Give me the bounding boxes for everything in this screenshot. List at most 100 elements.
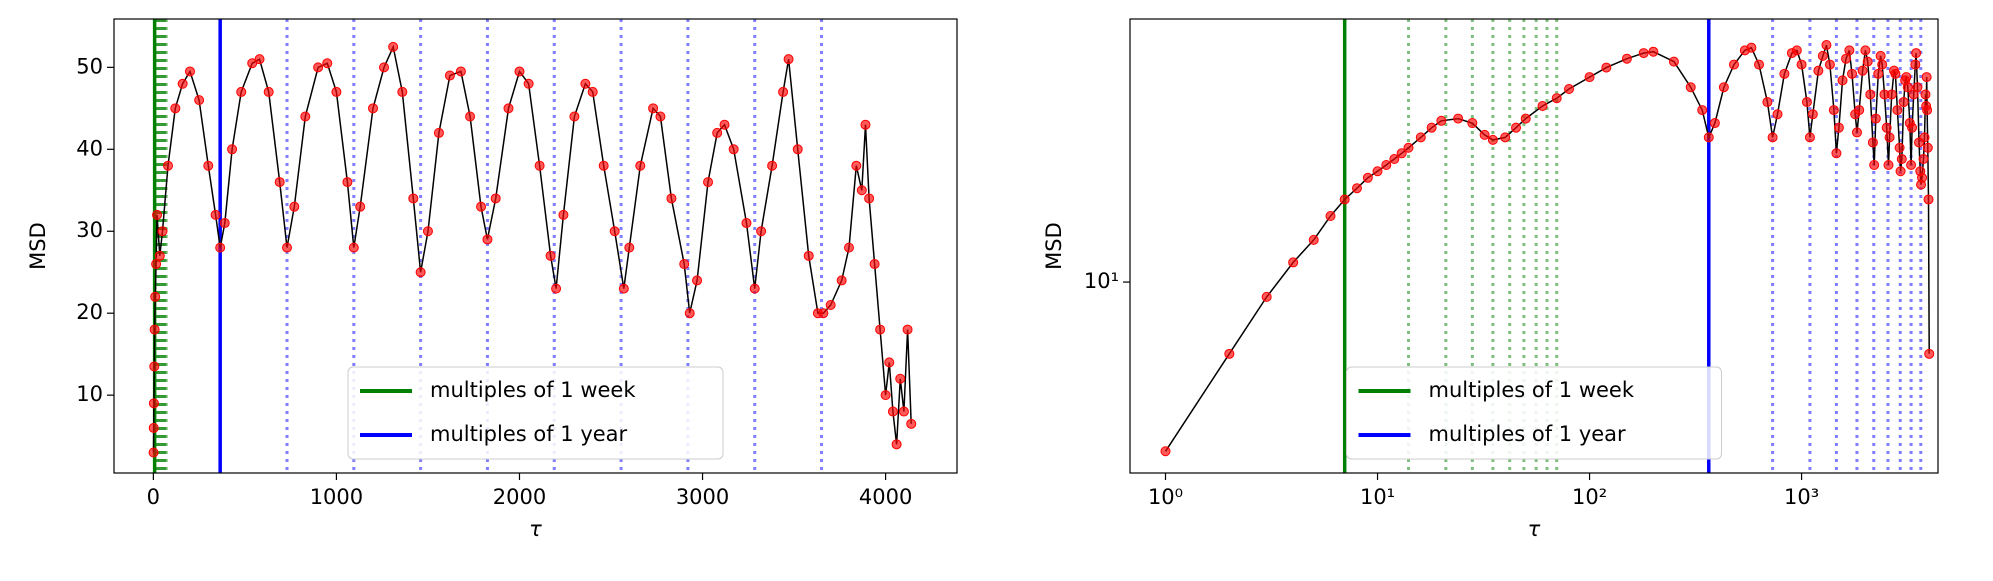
data-point (825, 300, 836, 311)
data-point (792, 144, 803, 155)
data-point (236, 86, 247, 97)
data-point (1906, 160, 1917, 171)
data-point (1261, 291, 1272, 302)
data-point (157, 226, 168, 237)
data-point (1877, 59, 1888, 70)
data-point (368, 103, 379, 114)
data-point (1857, 65, 1868, 76)
data-point (1813, 65, 1824, 76)
data-point (1895, 166, 1906, 177)
data-point (902, 324, 913, 335)
x-tick-label: 10² (1572, 485, 1607, 509)
data-point (1453, 113, 1464, 124)
data-point (580, 78, 591, 89)
x-tick-label: 10¹ (1360, 485, 1395, 509)
data-point (655, 111, 666, 122)
data-point (609, 226, 620, 237)
data-point (703, 177, 714, 188)
data-point (558, 209, 569, 220)
data-point (692, 275, 703, 286)
data-point (379, 62, 390, 73)
data-point (1779, 68, 1790, 79)
data-point (514, 66, 525, 77)
data-point (1648, 46, 1659, 57)
data-point (778, 86, 789, 97)
data-point (1896, 154, 1907, 165)
data-point (455, 66, 466, 77)
data-point (635, 160, 646, 171)
data-point (1817, 50, 1828, 61)
data-point (433, 127, 444, 138)
data-point (289, 201, 300, 212)
data-point (1883, 160, 1894, 171)
data-point (1500, 132, 1511, 143)
data-point (1728, 59, 1739, 70)
data-point (1621, 53, 1632, 64)
data-point (1847, 68, 1858, 79)
data-point (624, 242, 635, 253)
data-point (1718, 82, 1729, 93)
x-tick-label: 0 (147, 485, 160, 509)
data-point (1920, 89, 1931, 100)
data-point (818, 308, 829, 319)
data-point (1772, 109, 1783, 120)
data-point (851, 160, 862, 171)
data-point (1520, 113, 1531, 124)
data-point (534, 160, 545, 171)
data-point (1873, 68, 1884, 79)
data-point (300, 111, 311, 122)
data-point (551, 283, 562, 294)
data-point (749, 283, 760, 294)
data-point (331, 86, 342, 97)
y-axis-label: MSD (1042, 222, 1066, 270)
data-point (1911, 48, 1922, 59)
data-point (1869, 160, 1880, 171)
data-point (1867, 137, 1878, 148)
x-axis-label: τ (529, 517, 542, 541)
data-point (1901, 72, 1912, 83)
data-point (1381, 160, 1392, 171)
data-point (184, 66, 195, 77)
legend-label: multiples of 1 week (430, 378, 636, 402)
data-point (898, 406, 909, 417)
data-point (1894, 142, 1905, 153)
data-point (895, 373, 906, 384)
data-point (1912, 82, 1923, 93)
y-tick-label: 40 (76, 136, 103, 160)
data-point (1828, 105, 1839, 116)
x-tick-label: 2000 (493, 485, 546, 509)
data-point (1844, 45, 1855, 56)
data-point (415, 267, 426, 278)
data-point (864, 193, 875, 204)
data-point (906, 418, 917, 429)
data-point (503, 103, 514, 114)
data-point (219, 218, 230, 229)
data-point (1564, 83, 1575, 94)
data-point (860, 119, 871, 130)
data-point (422, 226, 433, 237)
data-point (150, 291, 161, 302)
data-point (1910, 59, 1921, 70)
data-point (1923, 194, 1934, 205)
data-point (149, 361, 160, 372)
data-point (1325, 211, 1336, 222)
data-point (741, 218, 752, 229)
data-point (1921, 72, 1932, 83)
data-point (1601, 62, 1612, 73)
data-point (1479, 129, 1490, 140)
data-point (523, 78, 534, 89)
y-tick-label: 20 (76, 300, 103, 324)
data-point (1584, 72, 1595, 83)
data-point (342, 177, 353, 188)
data-point (476, 201, 487, 212)
y-tick-label: 50 (76, 54, 103, 78)
data-point (1875, 50, 1886, 61)
data-point (210, 209, 221, 220)
data-point (1837, 75, 1848, 86)
data-point (194, 95, 205, 106)
data-point (1160, 446, 1171, 457)
x-tick-label: 4000 (859, 485, 912, 509)
data-point (679, 259, 690, 270)
data-point (756, 226, 767, 237)
data-point (1919, 132, 1930, 143)
